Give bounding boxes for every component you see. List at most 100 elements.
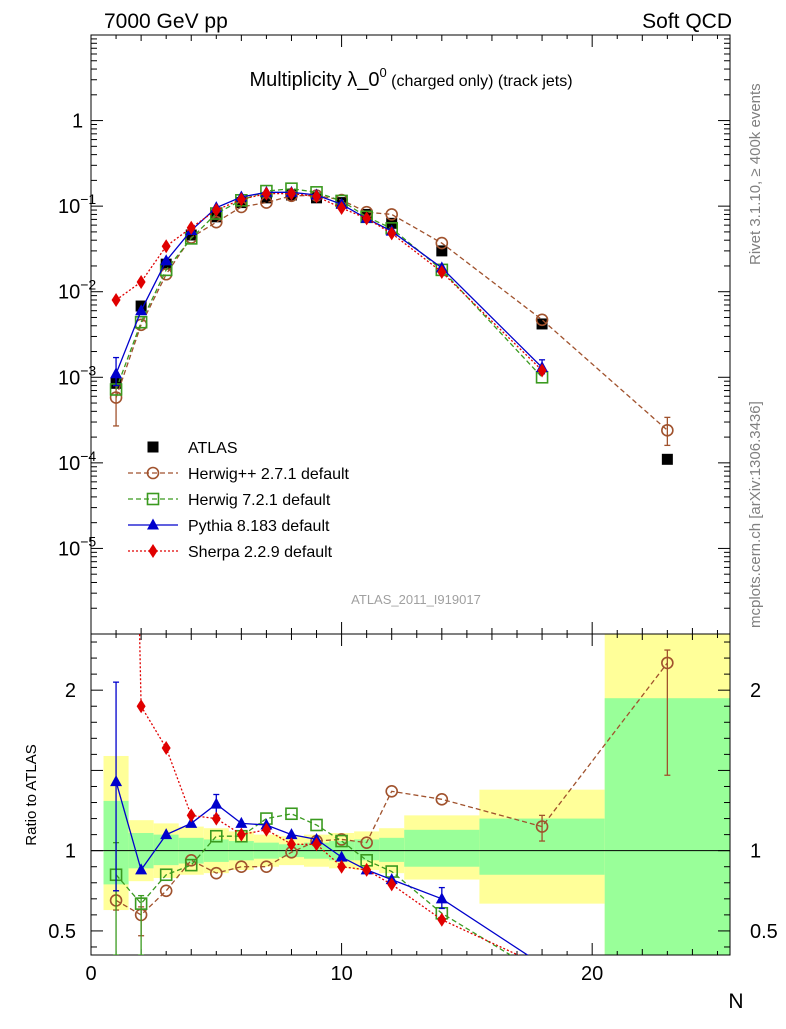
ratio-point-pythia-3 — [185, 816, 198, 828]
main-point-sherpa-10 — [362, 211, 372, 226]
ratio-point-herwigpp-13 — [535, 820, 549, 833]
legend-label-herwig7: Herwig 7.2.1 default — [188, 492, 331, 509]
main-point-sherpa-1 — [136, 274, 146, 289]
ratio-point-sherpa-13 — [538, 959, 547, 973]
x-tick-label-0: 0 — [85, 963, 96, 985]
ratio-ytick-label-right-1: 1 — [750, 841, 761, 863]
main-ytick-base: 10 — [58, 453, 80, 475]
ratio-ytick-label-right-0: 0.5 — [750, 921, 778, 943]
legend: ATLAS Herwig++ 2.7.1 default Herwig 7.2.1 … — [128, 440, 350, 561]
band-green-12 — [404, 829, 480, 867]
legend-marker-atlas — [147, 441, 159, 453]
ratio-point-sherpa-4 — [211, 811, 221, 826]
ratio-point-pythia-12 — [435, 892, 448, 904]
ratio-point-sherpa-1 — [136, 699, 146, 714]
main-point-herwigpp-13 — [535, 313, 549, 327]
main-point-herwigpp-12 — [435, 236, 449, 250]
ratio-line-herwigpp — [115, 662, 668, 916]
main-axes: 110−110−210−310−410−5 — [58, 34, 731, 635]
main-point-sherpa-5 — [236, 192, 246, 207]
main-ytick-exp: −3 — [80, 362, 96, 378]
ratio-ytick-label-left-0: 0.5 — [48, 921, 76, 943]
ratio-point-sherpa-5 — [236, 827, 246, 842]
main-point-atlas-13 — [536, 318, 548, 330]
main-ytick-exp: −1 — [80, 191, 96, 207]
ratio-point-sherpa-7 — [286, 837, 296, 852]
mcplots-label: mcplots.cern.ch [arXiv:1306.3436] — [747, 401, 764, 628]
ratio-point-sherpa-9 — [337, 859, 347, 874]
ratio-point-sherpa-12 — [437, 912, 447, 927]
ratio-point-sherpa-10 — [362, 862, 372, 877]
main-ytick-base: 10 — [58, 282, 80, 304]
ratio-point-herwigpp-4 — [209, 866, 223, 880]
main-point-sherpa-8 — [312, 189, 322, 204]
ratio-ylabel: Ratio to ATLAS — [23, 744, 40, 845]
ratio-point-pythia-0 — [110, 775, 123, 787]
main-series-herwig7 — [109, 182, 549, 396]
main-point-atlas-12 — [436, 245, 448, 257]
main-ytick-base: 10 — [58, 367, 80, 389]
main-point-sherpa-7 — [286, 186, 296, 201]
ratio-point-herwigpp-10 — [360, 836, 373, 849]
main-ytick-label-2: 10−2 — [58, 277, 96, 304]
ratio-uncertainty-bands — [103, 634, 730, 955]
main-point-sherpa-0 — [111, 293, 121, 308]
ratio-point-pythia-13 — [536, 958, 548, 969]
ratio-point-herwigpp-12 — [435, 793, 449, 806]
chart-title-suffix: (charged only) (track jets) — [387, 73, 573, 90]
legend-label-pythia: Pythia 8.183 default — [188, 518, 330, 535]
main-ytick-label-5: 10−5 — [58, 533, 96, 560]
main-line-pythia — [115, 191, 543, 374]
main-ytick-label-3: 10−3 — [58, 362, 96, 389]
main-point-atlas-14 — [661, 453, 673, 465]
ratio-point-herwig7-3 — [184, 858, 198, 872]
main-point-pythia-2 — [160, 254, 173, 266]
chart-title-sup: 0 — [379, 65, 386, 80]
main-point-sherpa-11 — [387, 226, 397, 241]
ratio-point-herwig7-7 — [285, 807, 298, 821]
ratio-point-pythia-9 — [335, 850, 348, 862]
main-ytick-exp: −5 — [80, 533, 96, 549]
header-left: 7000 GeV pp — [104, 10, 228, 33]
ratio-point-sherpa-11 — [387, 877, 397, 892]
ratio-point-herwigpp-6 — [260, 860, 273, 874]
chart-title: Multiplicity λ_00 (charged only) (track … — [249, 65, 572, 91]
ratio-point-herwig7-4 — [209, 829, 223, 843]
ratio-line-herwig7 — [115, 813, 512, 955]
main-ytick-base: 10 — [58, 196, 80, 218]
ratio-point-herwig7-9 — [335, 834, 348, 848]
main-point-sherpa-9 — [337, 201, 347, 216]
ratio-point-herwigpp-5 — [235, 860, 248, 874]
main-point-atlas-3 — [185, 229, 197, 241]
ratio-point-sherpa-6 — [261, 822, 271, 837]
main-ytick-label-0: 1 — [72, 111, 83, 133]
ratio-point-herwigpp-11 — [385, 784, 399, 798]
ratio-point-pythia-7 — [285, 828, 298, 840]
main-point-sherpa-3 — [186, 220, 196, 235]
ratio-point-herwigpp-2 — [159, 884, 173, 898]
ratio-series-layer — [109, 634, 674, 980]
main-point-herwigpp-0 — [109, 391, 123, 404]
ratio-line-sherpa — [138, 634, 520, 955]
ratio-ytick-label-right-2: 2 — [750, 680, 761, 702]
ratio-line-pythia — [115, 781, 529, 955]
ratio-ytick-label-left-1: 1 — [65, 841, 76, 863]
main-line-sherpa — [115, 192, 543, 371]
ratio-series-sherpa — [136, 634, 547, 973]
legend-label-sherpa: Sherpa 2.2.9 default — [188, 544, 333, 561]
legend-marker-herwigpp — [146, 466, 160, 480]
band-green-2 — [153, 834, 179, 866]
main-ytick-exp: −2 — [80, 277, 96, 293]
main-point-pythia-0 — [110, 367, 123, 379]
main-point-herwigpp-14 — [661, 424, 674, 437]
main-series-sherpa — [111, 186, 547, 378]
ratio-point-pythia-1 — [135, 863, 148, 875]
main-ytick-label-1: 10−1 — [58, 191, 96, 218]
ratio-point-pythia-5 — [235, 816, 248, 828]
ratio-point-herwig7-13 — [537, 969, 548, 980]
main-point-pythia-1 — [135, 304, 148, 316]
main-frame — [90, 34, 731, 635]
ratio-point-pythia-2 — [160, 828, 173, 840]
ratio-ytick-label-left-2: 2 — [65, 680, 76, 702]
main-line-herwig7 — [115, 188, 543, 390]
